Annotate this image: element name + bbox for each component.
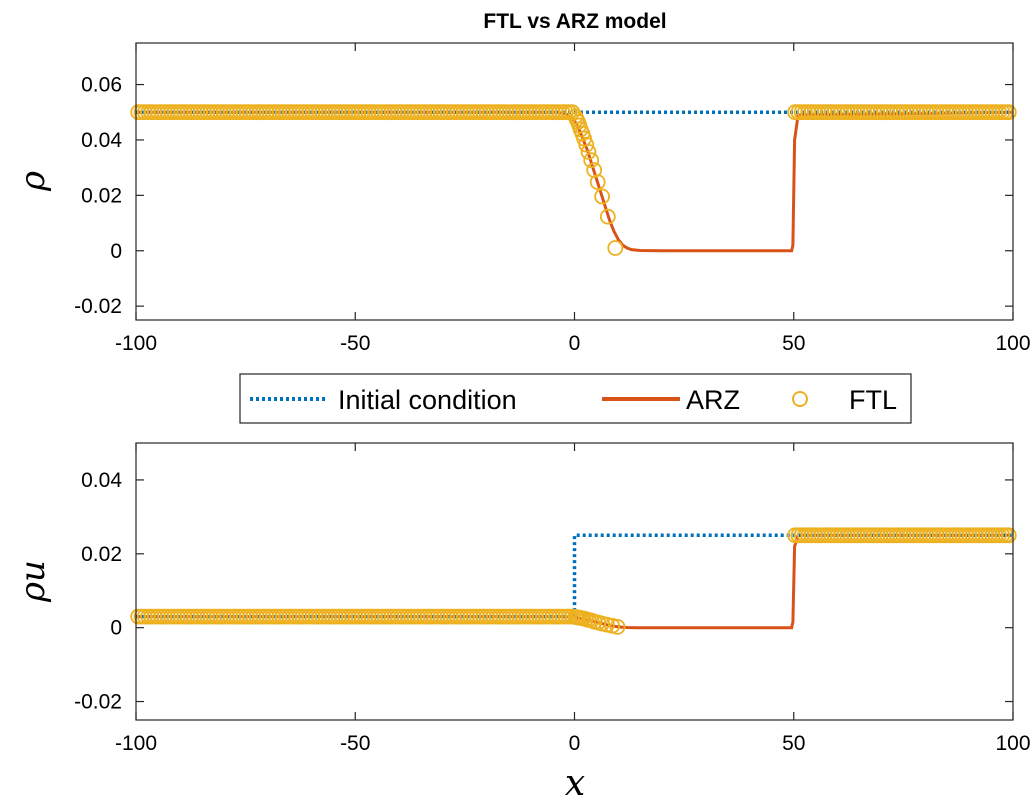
rhou-x-tick-label: 0 <box>569 732 581 755</box>
chart-title: FTL vs ARZ model <box>483 10 666 33</box>
rho-ftl-marker <box>583 152 600 169</box>
rhou-axes-box <box>135 442 1014 721</box>
rho-axes-box <box>135 42 1014 321</box>
rhou-y-tick-label: 0 <box>110 617 122 640</box>
legend-initial-label: Initial condition <box>338 385 517 415</box>
rho-x-tick-label: 50 <box>782 332 805 355</box>
rho-x-tick-label: -100 <box>115 332 157 355</box>
rho-ftl-marker <box>586 162 603 179</box>
legend-arz-label: ARZ <box>686 385 740 415</box>
legend-ftl-label: FTL <box>849 385 897 415</box>
rhou-ftl-marker <box>604 617 621 634</box>
rhou-initial-line <box>136 533 1013 619</box>
rho-y-tick-label: 0 <box>110 240 122 263</box>
legend-ftl-marker <box>792 391 808 407</box>
legend-box <box>239 373 912 424</box>
rhou-ticks: -100 -50 0 50 100 -0.02 0 0.02 0.04 <box>74 443 1031 755</box>
rhou-ftl-marker <box>609 619 626 635</box>
rhou-series-layer <box>130 527 1017 635</box>
rho-y-tick-label: -0.02 <box>74 295 122 318</box>
rho-series-layer <box>130 104 1017 256</box>
rho-y-tick-label: 0.06 <box>81 74 122 97</box>
rhou-ftl-marker <box>599 616 615 633</box>
rhou-x-tick-label: 50 <box>782 732 805 755</box>
rho-x-tick-label: -50 <box>340 332 370 355</box>
rho-ftl-marker <box>580 143 597 160</box>
rho-y-tick-label: 0.04 <box>81 129 122 152</box>
rhou-x-tick-label: -100 <box>115 732 157 755</box>
rho-ftl-marker <box>1000 104 1017 121</box>
rhou-y-label: ρu <box>13 560 53 603</box>
rho-ticks: -100 -50 0 50 100 -0.02 0 0.02 0.04 0.06 <box>74 43 1031 355</box>
plot-rho: -100 -50 0 50 100 -0.02 0 0.02 0.04 0.06 ρ <box>13 42 1031 355</box>
rho-y-label: ρ <box>13 171 53 192</box>
legend: Initial condition ARZ FTL <box>239 373 912 424</box>
rhou-y-tick-label: 0.04 <box>81 469 122 492</box>
rho-x-tick-label: 0 <box>569 332 581 355</box>
plot-rhou: -100 -50 0 50 100 -0.02 0 0.02 0.04 ρu x <box>13 442 1031 804</box>
rho-y-tick-label: 0.02 <box>81 184 122 207</box>
rhou-x-tick-label: -50 <box>340 732 370 755</box>
rho-ftl-marker <box>578 136 595 153</box>
rhou-ftl-marker <box>1000 527 1017 544</box>
rhou-y-tick-label: 0.02 <box>81 543 122 566</box>
rho-ftl-marker <box>607 240 624 256</box>
rhou-x-tick-label: 100 <box>995 732 1030 755</box>
rho-x-tick-label: 100 <box>995 332 1030 355</box>
rho-ftl-marker <box>599 208 616 225</box>
rho-ftl-marker <box>589 174 606 191</box>
x-axis-label: x <box>565 763 585 804</box>
rho-ftl-marker <box>594 188 610 205</box>
rhou-y-tick-label: -0.02 <box>74 691 122 714</box>
